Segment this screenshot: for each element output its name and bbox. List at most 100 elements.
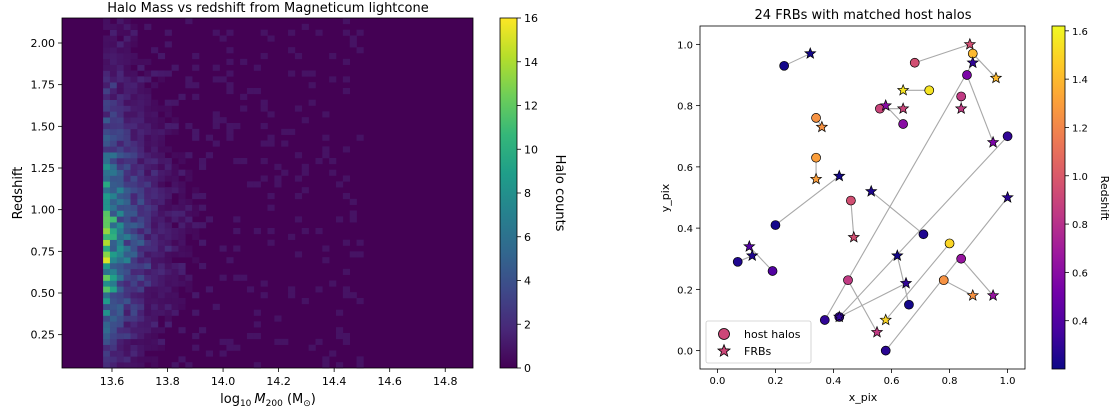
- heatmap-cell: [260, 140, 268, 147]
- heatmap-cell: [205, 134, 213, 141]
- heatmap-cell: [116, 47, 124, 54]
- heatmap-cell: [178, 268, 186, 275]
- host-halo-point: [898, 119, 908, 129]
- heatmap-colorbar: 0 2 4 6 8 10 12 14 16 Halo counts: [499, 12, 567, 375]
- heatmap-cell: [144, 181, 152, 188]
- heatmap-cell: [164, 292, 172, 299]
- heatmap-cell: [308, 82, 316, 89]
- colorbar-tick-label: 4: [524, 275, 531, 288]
- heatmap-x-ticks: 13.6 13.8 14.0 14.2 14.4 14.6 14.8: [100, 368, 457, 388]
- heatmap-cell: [157, 222, 166, 229]
- heatmap-cell: [151, 47, 159, 54]
- heatmap-cell: [301, 163, 309, 170]
- heatmap-cell: [144, 286, 152, 293]
- heatmap-cell: [109, 356, 118, 363]
- heatmap-cell: [164, 169, 172, 176]
- heatmap-cell: [171, 292, 179, 299]
- heatmap-cell: [116, 350, 124, 357]
- heatmap-cell: [123, 257, 131, 264]
- heatmap-cell: [288, 70, 296, 77]
- legend-halo-marker: [718, 328, 730, 340]
- host-halo-point: [938, 275, 949, 286]
- heatmap-cell: [103, 286, 111, 293]
- colorbar-tick-label: 2: [524, 318, 531, 331]
- heatmap-cell: [212, 123, 220, 130]
- heatmap-cell: [329, 158, 337, 165]
- heatmap-cell: [164, 70, 172, 77]
- heatmap-cell: [157, 146, 166, 153]
- heatmap-cell: [157, 105, 166, 112]
- heatmap-cell: [157, 286, 166, 293]
- scatter-y-axis-label: y_pix: [659, 183, 672, 212]
- heatmap-cell: [109, 99, 118, 106]
- heatmap-cell: [164, 204, 172, 211]
- heatmap-cell: [103, 263, 111, 270]
- heatmap-cell: [109, 228, 118, 235]
- heatmap-cell: [144, 58, 152, 65]
- heatmap-cell: [137, 163, 145, 170]
- y-tick-label: 0.50: [31, 287, 56, 300]
- heatmap-cell: [103, 268, 111, 275]
- heatmap-cell: [240, 158, 248, 165]
- heatmap-cell: [260, 280, 268, 287]
- heatmap-cell: [336, 181, 344, 188]
- heatmap-cell: [123, 356, 131, 363]
- heatmap-colorbar-gradient: [499, 17, 518, 369]
- scatter-y-ticks: 0.0 0.2 0.4 0.6 0.8 1.0: [677, 40, 700, 358]
- heatmap-cell: [123, 134, 131, 141]
- heatmap-cell: [185, 210, 193, 217]
- heatmap-cell: [109, 58, 118, 65]
- heatmap-cell: [233, 245, 241, 252]
- host-halo-point: [1002, 131, 1013, 142]
- heatmap-cell: [178, 222, 186, 229]
- heatmap-cell: [151, 344, 159, 351]
- heatmap-cell: [288, 233, 296, 240]
- heatmap-cell: [151, 338, 159, 345]
- heatmap-cell: [260, 99, 268, 106]
- heatmap-cell: [116, 146, 124, 153]
- heatmap-cell: [144, 111, 152, 118]
- heatmap-cell: [342, 58, 350, 65]
- heatmap-cell: [109, 88, 118, 95]
- heatmap-cell: [151, 128, 159, 135]
- heatmap-cell: [336, 327, 344, 334]
- heatmap-cell: [178, 158, 186, 165]
- heatmap-cell: [157, 233, 166, 240]
- heatmap-cell: [123, 321, 131, 328]
- heatmap-cell: [137, 362, 145, 369]
- heatmap-cell: [103, 222, 111, 229]
- heatmap-cell: [123, 41, 131, 48]
- heatmap-cell: [157, 327, 166, 334]
- heatmap-cell: [144, 140, 152, 147]
- heatmap-cell: [137, 128, 145, 135]
- host-halo-point: [956, 91, 967, 102]
- heatmap-cell: [123, 146, 131, 153]
- heatmap-cell: [192, 193, 200, 200]
- heatmap-cell: [130, 298, 138, 305]
- heatmap-cell: [144, 128, 152, 135]
- heatmap-cell: [144, 88, 152, 95]
- heatmap-cell: [116, 327, 124, 334]
- heatmap-cell: [144, 198, 152, 205]
- host-halo-point: [779, 60, 790, 71]
- colorbar-tick-label: 1.4: [1072, 75, 1088, 86]
- heatmap-cell: [260, 175, 268, 182]
- heatmap-cell: [116, 169, 124, 176]
- heatmap-cell: [171, 117, 179, 124]
- heatmap-cell: [185, 198, 193, 205]
- heatmap-cell: [192, 128, 200, 135]
- frb-halo-link: [914, 43, 971, 64]
- heatmap-cell: [137, 245, 145, 252]
- heatmap-cell: [123, 344, 131, 351]
- heatmap-cell: [151, 198, 159, 205]
- heatmap-cell: [185, 280, 193, 287]
- y-tick-label: 0.25: [31, 329, 56, 342]
- heatmap-cell: [185, 251, 193, 258]
- heatmap-cell: [123, 47, 131, 54]
- heatmap-cell: [137, 76, 145, 83]
- heatmap-cell: [164, 158, 172, 165]
- heatmap-cell: [288, 286, 296, 293]
- heatmap-cell: [212, 303, 220, 310]
- heatmap-cell: [130, 344, 138, 351]
- heatmap-cell: [178, 181, 186, 188]
